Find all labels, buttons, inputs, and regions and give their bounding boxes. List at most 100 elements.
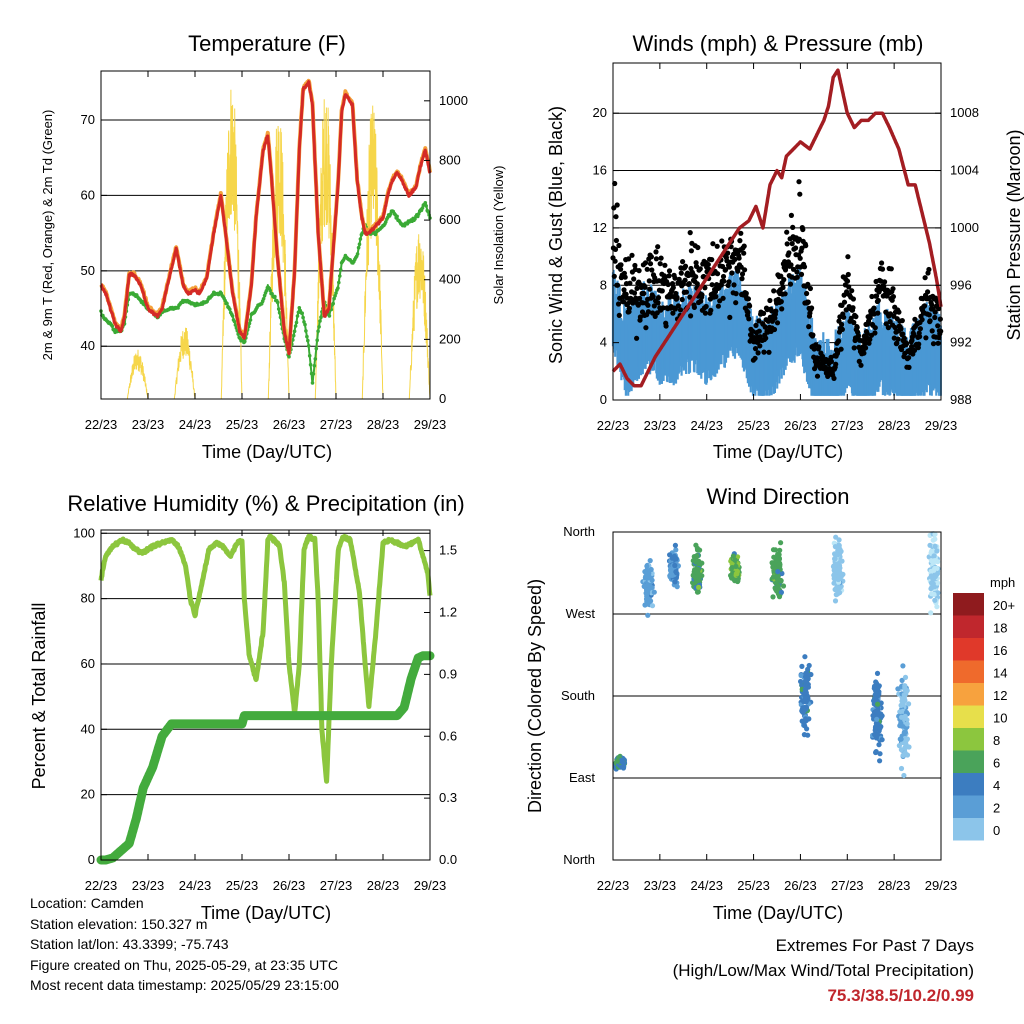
direction-point [802,695,808,701]
dewpoint-point [287,354,291,359]
wind-direction-xtick-label: 22/23 [597,878,630,893]
dewpoint-point [423,201,428,205]
gust-point [741,243,747,249]
extremes-subtitle: (High/Low/Max Wind/Total Precipitation) [672,961,974,980]
temperature-xtick-label: 23/23 [132,417,165,432]
gust-point [828,358,835,365]
gust-point [839,326,846,332]
direction-point [874,707,880,714]
gust-point [726,279,732,285]
gust-point [621,270,628,276]
winds-ytick-label: 12 [593,220,607,235]
gust-point [695,244,701,251]
latest-timestamp: Most recent data timestamp: 2025/05/29 2… [30,977,339,993]
dewpoint-point [261,297,266,301]
gust-point [736,255,742,261]
dewpoint-point [293,324,298,328]
speed-legend-swatch [953,615,984,638]
gust-point [752,346,759,352]
gust-point [680,259,686,265]
gust-point [926,312,932,318]
temperature-title: Temperature (F) [188,31,346,56]
station-elevation: Station elevation: 150.327 m [30,915,208,932]
direction-point [935,590,941,596]
direction-point [875,684,881,691]
direction-point [902,713,908,719]
direction-point [645,612,651,618]
direction-point [771,554,777,560]
temperature-xtick-label: 25/23 [226,417,259,432]
rh-xtick-label: 29/23 [414,878,447,893]
gust-point [659,288,665,294]
direction-point [799,663,805,670]
rh-line [98,533,433,784]
gust-point [644,266,650,272]
gust-point [919,317,925,323]
gust-point [771,288,777,294]
rh-xtick-label: 27/23 [320,878,353,893]
dewpoint-point [388,212,393,216]
gust-point [917,334,923,340]
speed-legend-label: 8 [993,733,1000,748]
gust-point [811,346,817,352]
rh-ytick-label: 60 [81,656,95,671]
gust-point [784,241,790,247]
rh-xtick-label: 28/23 [367,878,400,893]
direction-point [672,579,678,585]
rh-series [96,533,435,865]
gust-point [790,224,796,230]
gust-point [627,280,633,286]
winds-y2tick-label: 1004 [950,163,979,178]
direction-point [734,571,740,577]
dewpoint-point [424,204,429,208]
gust-point [699,292,705,298]
gust-point [620,299,627,305]
gust-point [784,229,790,235]
gust-point [845,254,851,260]
direction-point [935,580,941,586]
dewpoint-point [311,372,316,376]
gust-point [841,314,847,320]
temperature-ytick-label: 60 [81,187,95,202]
gust-point [761,349,767,355]
dewpoint-point [355,252,360,256]
dewpoint-point [225,301,229,306]
direction-point [803,670,809,676]
gust-point [658,255,664,261]
direction-point [802,654,808,660]
winds-title: Winds (mph) & Pressure (mb) [633,31,924,56]
gust-point [618,266,624,272]
temperature-panel: Temperature (F) Time (Day/UTC) 2m & 9m T… [40,31,506,462]
gust-point [648,254,655,260]
gust-point [935,340,941,346]
direction-point [772,547,779,553]
direction-point [805,666,811,672]
gust-point [713,294,719,300]
direction-point [648,598,654,604]
direction-point [614,758,620,764]
direction-point [934,548,940,554]
rh-frame [100,529,431,861]
direction-point [834,552,840,558]
gust-point [890,294,897,300]
wind-direction-xtick-label: 23/23 [644,878,677,893]
direction-point [902,729,909,735]
dewpoint-point [373,232,378,237]
gust-point [723,267,729,273]
gust-point [901,335,908,341]
gust-point [693,274,699,280]
gust-point [753,322,759,328]
dewpoint-point [273,294,277,299]
direction-point [876,742,882,748]
direction-point [800,705,806,711]
gust-point [647,286,653,292]
direction-point [934,604,940,610]
station-latlon: Station lat/lon: 43.3399; -75.743 [30,936,229,952]
gust-point [720,295,726,301]
direction-point [898,702,904,709]
gust-point [732,256,738,262]
winds-ytick-label: 20 [593,105,607,120]
gust-point [773,308,779,314]
wind-direction-xtick-label: 28/23 [878,878,911,893]
gust-point [762,324,768,330]
